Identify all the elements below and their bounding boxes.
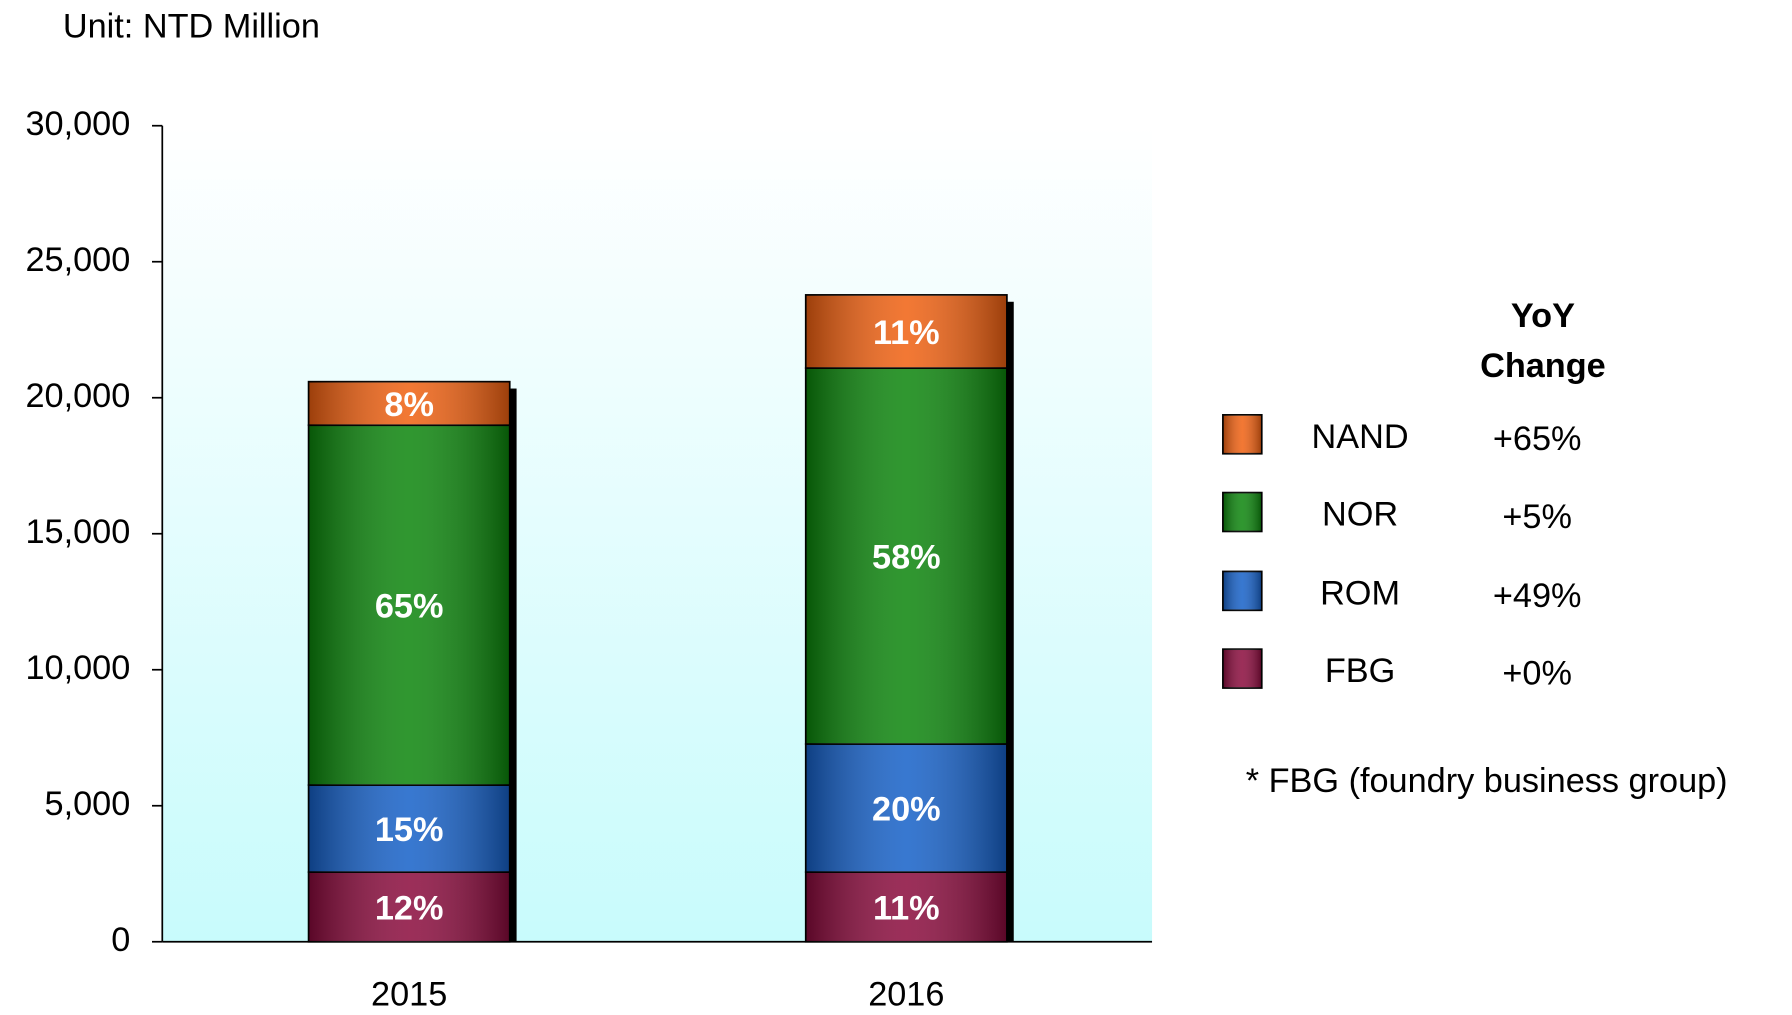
- legend-label: FBG: [1325, 652, 1395, 690]
- segment-label: 58%: [872, 539, 941, 577]
- y-tick-label: 0: [111, 921, 130, 959]
- bar-shading: [805, 872, 1007, 942]
- y-tick-label: 20,000: [25, 377, 130, 415]
- legend-yoy: +65%: [1493, 420, 1582, 458]
- bar-shading: [308, 872, 510, 942]
- y-tick-label: 5,000: [45, 785, 131, 823]
- legend-swatch-shade: [1222, 492, 1262, 532]
- segment-label: 15%: [375, 811, 444, 849]
- legend-label: NOR: [1322, 496, 1398, 534]
- bar-shading: [308, 425, 510, 786]
- bar-shading: [805, 368, 1007, 744]
- bar-shading: [805, 294, 1007, 369]
- segment-label: 12%: [375, 889, 444, 927]
- chart-title: Unit: NTD Million: [63, 8, 320, 46]
- segment-label: 8%: [384, 386, 434, 424]
- x-tick-label: 2016: [868, 976, 944, 1014]
- chart-body: Unit: NTD Million YoY Change * FBG (foun…: [25, 8, 1727, 1014]
- legend-label: NAND: [1312, 418, 1409, 456]
- y-tick-label: 15,000: [25, 513, 130, 551]
- legend-title: Change: [1480, 347, 1606, 385]
- legend-label: ROM: [1320, 575, 1400, 613]
- legend-yoy: +0%: [1502, 655, 1572, 693]
- segment-label: 65%: [375, 588, 444, 626]
- legend-swatch-shade: [1222, 649, 1262, 689]
- segment-label: 11%: [873, 889, 940, 927]
- x-tick-label: 2015: [371, 976, 447, 1014]
- legend-yoy: +5%: [1502, 498, 1572, 536]
- y-tick-label: 10,000: [25, 649, 130, 687]
- y-tick-label: 30,000: [25, 105, 130, 143]
- bar-shading: [308, 785, 510, 873]
- y-tick-label: 25,000: [25, 241, 130, 279]
- legend-yoy: +49%: [1493, 577, 1582, 615]
- bar-shading: [805, 743, 1007, 873]
- segment-label: 11%: [873, 314, 940, 352]
- segment-label: 20%: [872, 791, 941, 829]
- footnote: * FBG (foundry business group): [1246, 762, 1728, 800]
- legend-swatch-shade: [1222, 571, 1262, 611]
- bar-shading: [308, 381, 510, 426]
- legend-swatch-shade: [1222, 414, 1262, 454]
- legend-title: YoY: [1511, 297, 1575, 335]
